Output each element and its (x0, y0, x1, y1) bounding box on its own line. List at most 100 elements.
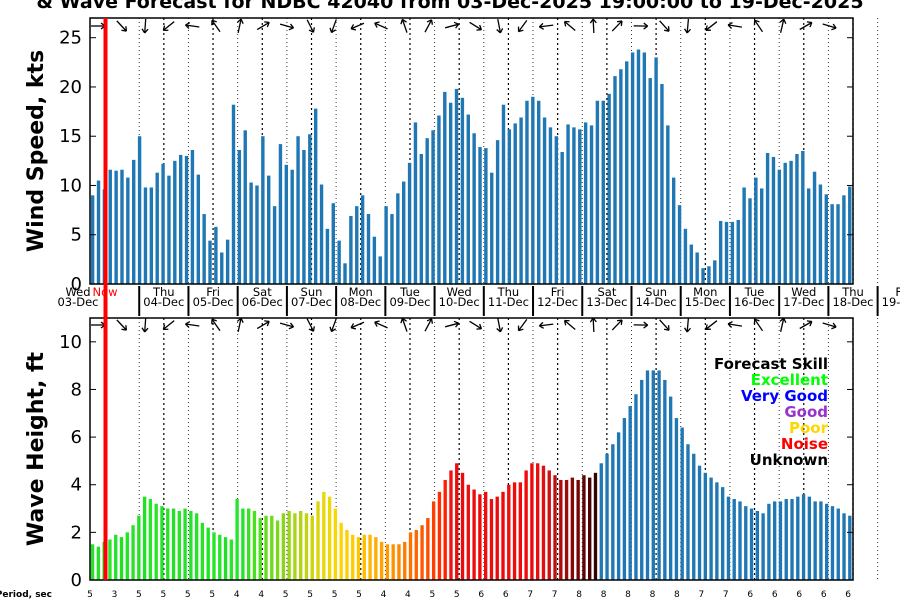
wind-bar (771, 156, 776, 284)
wind-bar (372, 236, 377, 284)
period-value: 5 (185, 590, 191, 600)
wind-bar (548, 127, 553, 284)
wave-bar (593, 472, 598, 580)
wind-bar (296, 136, 300, 284)
wave-bar (761, 513, 765, 580)
wave-arrow-icon (141, 317, 149, 333)
wind-arrow-icon (753, 19, 764, 33)
wave-bar (692, 453, 696, 580)
wave-y-tick-label: 0 (71, 570, 82, 591)
wind-bar (413, 122, 418, 285)
period-value: 5 (454, 590, 460, 600)
wave-bar (131, 525, 135, 580)
wave-bar (628, 406, 632, 580)
wave-bar (426, 518, 430, 580)
wave-bar (559, 479, 563, 580)
wave-bar (807, 496, 812, 580)
wave-bar (414, 529, 418, 580)
wave-bar (403, 541, 407, 580)
wind-bar (184, 155, 189, 284)
period-value: 6 (503, 590, 509, 600)
wind-bar (660, 84, 664, 284)
wave-bar (668, 396, 673, 580)
wind-arrow-icon (611, 20, 623, 32)
wind-bar (748, 198, 752, 284)
wave-arrow-icon (822, 322, 837, 330)
wind-bar (267, 175, 271, 284)
wave-bar (570, 477, 575, 580)
wind-bar (443, 91, 447, 284)
wave-bar (304, 513, 309, 580)
wind-bar (830, 204, 834, 284)
wave-arrow-icon (611, 319, 623, 331)
wind-bar (167, 175, 171, 284)
wave-bar (397, 544, 401, 580)
wind-bar (701, 268, 705, 284)
day-date: 12-Dec (537, 295, 578, 309)
wave-y-tick-label: 4 (71, 475, 82, 496)
legend-title: Forecast Skill (714, 355, 828, 373)
wind-arrow-icon (256, 21, 270, 31)
wind-bar (472, 133, 476, 284)
period-value: 7 (552, 590, 558, 600)
wind-bar (542, 117, 547, 284)
wind-y-ticks: 0 5 10 15 20 25 (59, 28, 853, 295)
wind-bar (595, 100, 600, 284)
wind-bar (842, 195, 846, 284)
wave-bar (478, 494, 482, 580)
wave-bars (90, 370, 852, 580)
wave-arrow-icon (517, 318, 528, 332)
wind-arrow-icon (659, 20, 670, 32)
wave-bar (148, 499, 153, 580)
wave-bar (223, 537, 228, 580)
wind-bar (196, 174, 200, 284)
wind-direction-arrows (91, 18, 837, 34)
wind-bar (208, 240, 212, 284)
wind-bar (313, 108, 318, 284)
wave-arrow-icon (538, 321, 554, 329)
wave-bar (177, 510, 181, 580)
wind-bar (707, 266, 711, 284)
wave-bar (316, 501, 320, 580)
wind-bar (325, 228, 330, 284)
wave-bar (536, 463, 540, 580)
period-value: 5 (307, 590, 313, 600)
period-value: 8 (625, 590, 631, 600)
wind-bar (337, 240, 341, 284)
wave-bar (773, 501, 777, 580)
wave-bar (258, 518, 262, 580)
wave-arrow-icon (496, 318, 504, 333)
period-value: 6 (478, 590, 484, 600)
wind-bar (454, 88, 459, 285)
wave-plot-area (90, 318, 853, 580)
wave-bar (738, 501, 742, 580)
wind-arrow-icon (116, 20, 128, 32)
wind-bar (765, 152, 770, 284)
legend-item: Good (784, 403, 828, 421)
wave-arrow-icon (211, 318, 221, 332)
period-value: 6 (796, 590, 802, 600)
wave-bar (443, 479, 447, 580)
wind-bar (202, 214, 206, 284)
wave-bar (287, 510, 291, 580)
wind-bar (795, 153, 799, 284)
wave-arrow-icon (727, 320, 743, 328)
wave-bar (293, 513, 297, 580)
wave-bar (345, 529, 349, 580)
wind-bar (173, 160, 177, 284)
wave-bar (229, 539, 233, 580)
wind-bar (143, 187, 148, 284)
wave-bar (362, 534, 366, 580)
wave-bar (160, 506, 164, 580)
day-date: 18-Dec (832, 295, 873, 309)
day-weekday: Fri (206, 285, 220, 299)
wind-bar (648, 78, 652, 284)
wind-bar (718, 220, 723, 284)
wind-arrow-icon (279, 23, 295, 31)
wind-bar (284, 164, 289, 284)
